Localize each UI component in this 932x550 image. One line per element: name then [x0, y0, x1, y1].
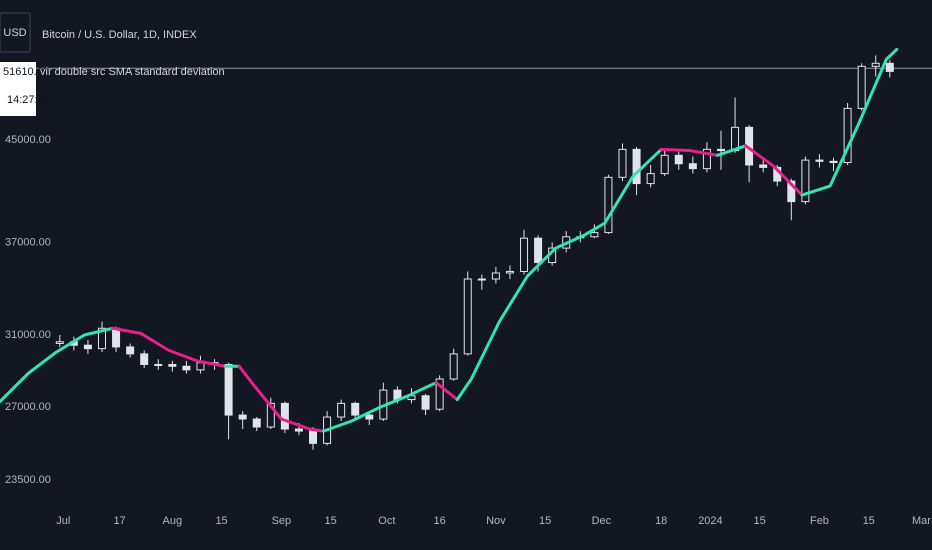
x-tick-label: Nov [486, 515, 506, 527]
y-tick-label: 45000.00 [5, 134, 51, 146]
candle-body [520, 237, 529, 272]
x-tick-label: 16 [433, 515, 445, 527]
x-tick-label: 15 [754, 515, 766, 527]
last-price-label: 51610.00 [3, 66, 49, 78]
x-tick-label: Dec [592, 515, 612, 527]
candle-body [126, 346, 135, 355]
indicator-line [111, 326, 227, 368]
candle-body [55, 341, 64, 344]
chart-title: Bitcoin / U.S. Dollar, 1D, INDEX [42, 29, 197, 41]
candle-body [168, 363, 177, 367]
candle-body [224, 363, 233, 416]
overlay: USD Bitcoin / U.S. Dollar, 1D, INDEX 516… [0, 12, 931, 527]
indicator-line [455, 147, 663, 402]
x-tick-label: Aug [163, 515, 183, 527]
countdown: 14:27:05 [7, 94, 50, 106]
candle-body [632, 148, 641, 185]
candle-body [759, 164, 768, 168]
indicator-line [322, 381, 438, 433]
candle-body [97, 327, 106, 350]
candle-body [435, 378, 444, 410]
candle-body [449, 353, 458, 380]
indicator-line [434, 381, 459, 402]
candle-body [182, 365, 191, 371]
candle-body [463, 278, 472, 355]
plot-area [0, 47, 932, 450]
candle-body [280, 402, 289, 430]
candle-body [702, 148, 711, 170]
x-tick-label: Mar [912, 515, 931, 527]
x-tick-label: 18 [655, 515, 667, 527]
candle-body [716, 148, 725, 152]
x-tick-label: Sep [272, 515, 292, 527]
candle-body [857, 65, 866, 109]
y-tick-label: 31000.00 [5, 329, 51, 341]
candle-body [660, 154, 669, 175]
candle-body [196, 362, 205, 371]
candle-body [252, 418, 261, 428]
indicator-line [0, 326, 114, 403]
x-tick-label: 15 [863, 515, 875, 527]
candle-body [154, 363, 163, 366]
x-tick-label: Feb [810, 515, 829, 527]
candle-body [871, 62, 880, 67]
candle-body [266, 402, 275, 428]
candle-body [365, 414, 374, 420]
candle-body [787, 180, 796, 203]
candle-body [829, 160, 838, 164]
x-tick-label: 17 [113, 515, 125, 527]
indicator-name[interactable]: vir double src SMA standard deviation [40, 66, 225, 78]
x-tick-label: 15 [215, 515, 227, 527]
y-tick-label: 27000.00 [5, 401, 51, 413]
candle-body [351, 402, 360, 416]
x-tick-label: 15 [324, 515, 336, 527]
candle-body [604, 176, 613, 234]
candle-body [294, 428, 303, 432]
indicator-line [659, 147, 719, 157]
candle-body [477, 278, 486, 281]
candle-body [688, 163, 697, 170]
price-label-box [0, 62, 36, 116]
x-tick-label: 15 [539, 515, 551, 527]
candle-body [801, 159, 810, 203]
candle-body [815, 159, 824, 162]
candle-body [140, 353, 149, 365]
candle-body [112, 327, 121, 348]
candle-body [534, 237, 543, 264]
candle-body [843, 107, 852, 164]
currency-box[interactable] [0, 12, 31, 53]
candle-body [238, 414, 247, 420]
x-tick-label: 2024 [698, 515, 722, 527]
candle-body [505, 270, 514, 274]
candle-body [885, 62, 894, 72]
candle-body [309, 430, 318, 444]
x-tick-label: Jul [56, 515, 70, 527]
candle-body [491, 272, 500, 280]
indicator-line [716, 144, 748, 157]
currency: USD [3, 27, 26, 39]
candle-body [590, 232, 599, 238]
x-tick-label: Oct [378, 515, 395, 527]
candle-body [83, 344, 92, 350]
candle-body [646, 173, 655, 185]
candle-body [421, 395, 430, 410]
indicator-line [744, 144, 804, 197]
indicator-line [237, 364, 326, 433]
y-tick-label: 37000.00 [5, 236, 51, 248]
candle-body [674, 154, 683, 165]
candle-body [337, 402, 346, 418]
indicator-line [800, 47, 899, 197]
candle-body [618, 148, 627, 178]
y-tick-label: 23500.00 [5, 474, 51, 486]
